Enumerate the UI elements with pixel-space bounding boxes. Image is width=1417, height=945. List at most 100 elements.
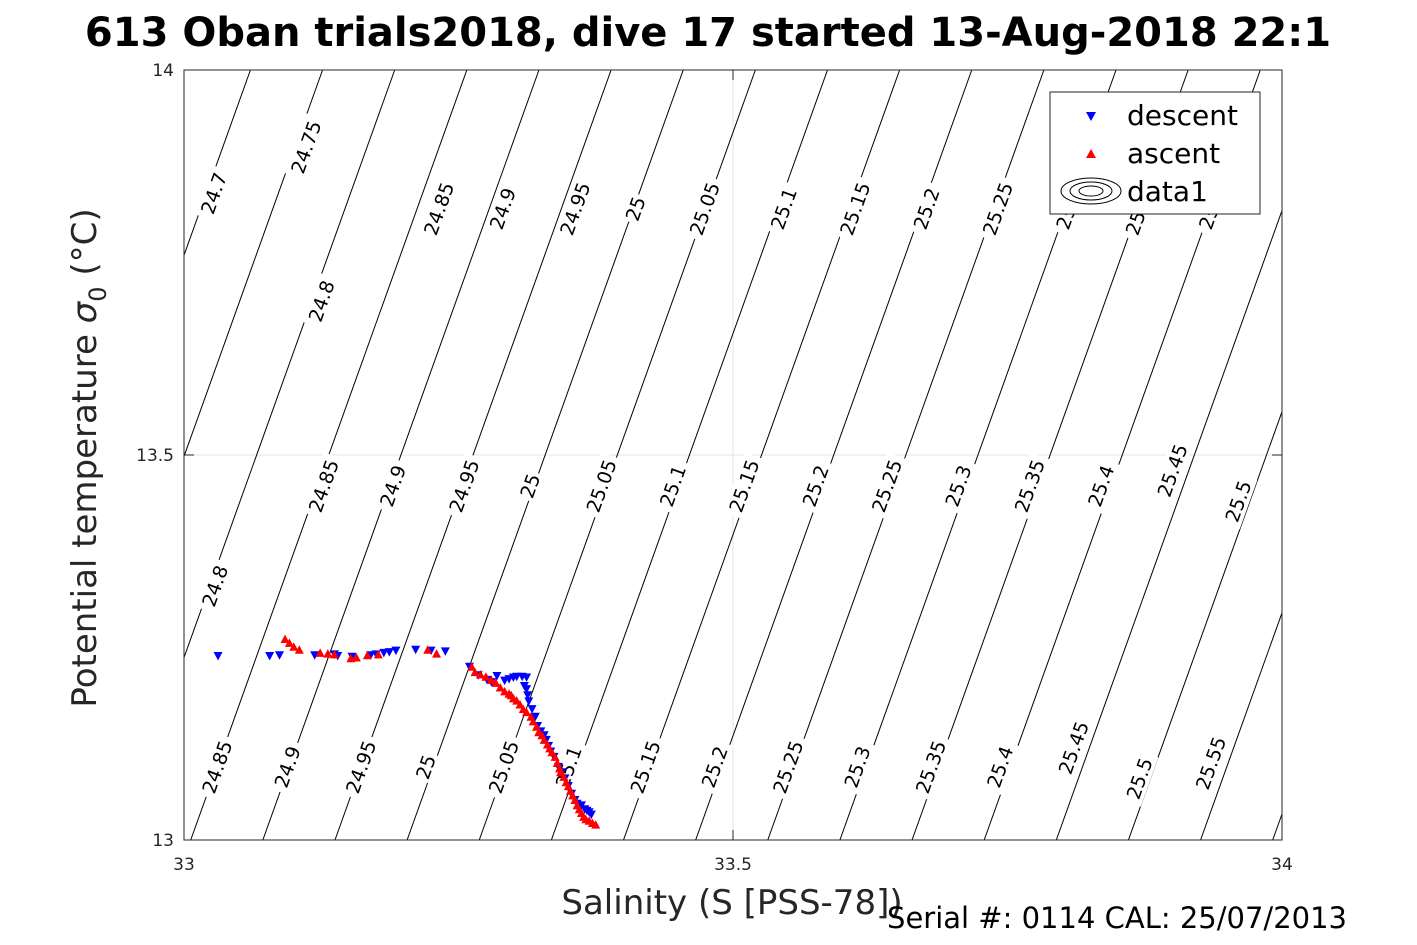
descent-point <box>492 671 502 681</box>
contour-label-bg <box>938 457 978 514</box>
series-ascent <box>280 634 601 829</box>
contour-label-bg <box>865 452 908 520</box>
contour-label-bg <box>195 733 239 801</box>
contour-label-bg <box>1218 473 1258 530</box>
ascent-point <box>591 820 601 829</box>
chart-title: 613 Oban trials2018, dive 17 started 13-… <box>85 10 1331 56</box>
descent-point <box>391 646 401 656</box>
contour-line <box>1055 209 1282 840</box>
contour-label-bg <box>1008 452 1051 520</box>
descent-point <box>411 645 421 655</box>
y-tick-label: 14 <box>152 61 174 81</box>
contour-label: 24.9 <box>373 457 412 514</box>
contour-label-bg <box>549 738 588 796</box>
contour-label-bg <box>620 191 651 226</box>
ascent-point <box>486 675 496 684</box>
contour-label-bg <box>1151 436 1194 504</box>
descent-point <box>527 705 537 714</box>
ascent-point <box>373 649 383 659</box>
ascent-point <box>475 669 485 679</box>
ascent-point <box>432 649 442 658</box>
contour-label-bg <box>764 180 803 237</box>
ascent-point <box>284 638 294 647</box>
contour-label-bg <box>683 175 726 243</box>
ascent-point <box>470 667 480 677</box>
contour-label: 25.2 <box>796 457 835 514</box>
legend-data1-marker <box>1060 177 1122 205</box>
contour-label-bg <box>1189 729 1232 797</box>
contour-label-bg <box>195 557 234 615</box>
contour-label-bg <box>373 457 412 514</box>
contour-label-bg <box>302 452 345 520</box>
ascent-point <box>329 649 339 659</box>
x-tick-label: 33.5 <box>714 855 752 875</box>
ascent-point <box>539 735 549 744</box>
contour-label-bg <box>417 175 460 243</box>
x-tick-label: 33 <box>173 855 195 875</box>
y-tick-label: 13 <box>152 831 174 851</box>
contour-label-bg <box>980 738 1019 796</box>
legend: descent ascent data1 <box>1049 91 1261 215</box>
ascent-point <box>547 747 557 757</box>
descent-point <box>213 651 223 661</box>
contour-label-bg <box>514 468 546 504</box>
descent-point <box>522 685 532 694</box>
ascent-point <box>423 645 433 654</box>
contour-label-bg <box>483 180 522 237</box>
contour-line <box>1200 611 1282 840</box>
descent-point <box>586 810 596 820</box>
y-axis-label: Potential temperature σ0 (°C) <box>65 208 112 707</box>
contour-line <box>262 70 540 840</box>
contour-label-bg <box>837 738 877 796</box>
descent-point <box>275 651 285 660</box>
y-axis-label-subscript: 0 <box>84 286 112 301</box>
ascent-point <box>467 662 477 671</box>
contour-label-bg <box>339 733 382 801</box>
descent-point <box>522 673 532 683</box>
contour-label-bg <box>268 738 307 796</box>
contour-label-bg <box>442 452 486 520</box>
contour-label-bg <box>553 175 596 243</box>
legend-descent-label: descent <box>1127 99 1238 132</box>
contour-label-bg <box>766 733 809 801</box>
contour-label-bg <box>976 175 1019 243</box>
ascent-point <box>495 683 505 692</box>
contour-label-bg <box>482 733 525 801</box>
legend-box <box>1049 91 1261 215</box>
contour-label-bg <box>1081 457 1120 514</box>
contour-label-bg <box>722 452 766 520</box>
ascent-point <box>323 649 333 658</box>
descent-point <box>379 648 389 658</box>
y-axis-label-unit: (°C) <box>65 208 105 286</box>
contour-label-bg <box>796 457 835 514</box>
ascent-point <box>362 650 372 660</box>
ascent-point <box>289 642 299 651</box>
contour-label: 25.2 <box>695 738 734 796</box>
ascent-point <box>522 707 532 717</box>
ascent-point <box>280 634 290 644</box>
x-tick-label: 34 <box>1271 855 1293 875</box>
legend-data1-label: data1 <box>1127 175 1208 208</box>
descent-point <box>523 691 533 700</box>
ascent-point <box>491 678 501 687</box>
contour-label-bg <box>410 749 441 785</box>
descent-point <box>384 648 394 657</box>
contour-line <box>334 70 612 840</box>
ascent-point <box>528 716 538 726</box>
descent-point <box>524 697 534 706</box>
contour-line <box>1127 410 1282 840</box>
ascent-point <box>481 672 491 681</box>
legend-descent-marker <box>1086 112 1096 121</box>
ascent-point <box>515 699 525 709</box>
descent-point <box>440 647 450 656</box>
contour-label-bg <box>624 733 667 801</box>
y-axis-label-main: Potential temperature <box>65 323 105 707</box>
axis-ticks: 33 33.5 34 13 13.5 14 <box>136 61 1293 875</box>
contour-label-bg <box>284 113 327 181</box>
contour-label-bg <box>302 272 341 330</box>
contour-label-bg <box>833 175 876 243</box>
ascent-point <box>556 767 566 777</box>
ascent-point <box>294 645 304 654</box>
contour-label: 25 <box>620 191 651 226</box>
